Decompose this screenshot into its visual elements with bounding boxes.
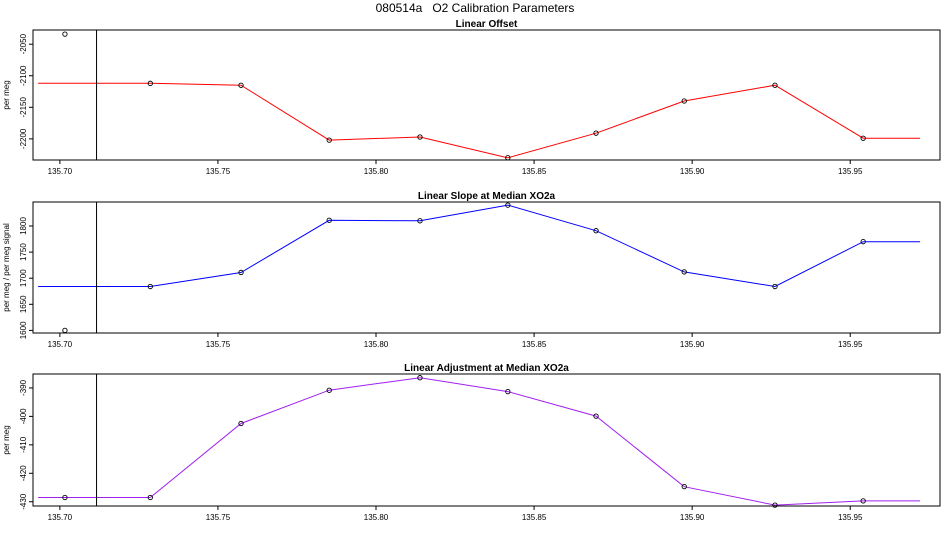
y-tick-label: 1600: [19, 321, 28, 339]
plot-frame: [32, 201, 941, 334]
y-axis-label: per meg: [2, 80, 11, 109]
y-tick-label: -430: [19, 493, 28, 510]
y-tick-label: 1800: [19, 217, 28, 235]
x-tick-label: 135.70: [48, 167, 73, 176]
x-tick-label: 135.80: [364, 513, 389, 522]
data-point: [62, 494, 68, 501]
data-point: [147, 80, 153, 86]
series-line: [38, 204, 921, 288]
x-tick-label: 135.70: [48, 340, 73, 349]
data-point: [681, 484, 687, 490]
data-point: [238, 269, 244, 276]
data-point: [593, 228, 599, 234]
data-point: [62, 31, 68, 37]
data-point: [860, 135, 866, 141]
x-tick-label: 135.95: [838, 340, 863, 349]
plot-frame: [32, 29, 941, 161]
data-point: [505, 388, 511, 395]
series-line: [38, 377, 921, 506]
y-tick-label: 1750: [19, 243, 28, 261]
y-tick-label: -2150: [19, 97, 28, 118]
y-tick-label: -420: [19, 465, 28, 482]
y-tick-label: -410: [19, 436, 28, 453]
data-point: [772, 283, 778, 290]
series-line: [38, 82, 921, 159]
data-point: [417, 375, 423, 381]
data-point: [505, 202, 511, 208]
y-tick-label: 1650: [19, 295, 28, 313]
x-tick-label: 135.90: [680, 513, 705, 522]
data-point: [238, 420, 244, 427]
x-tick-label: 135.70: [48, 513, 73, 522]
y-tick-label: -400: [19, 408, 28, 425]
chart-linear-slope-at-median-xo2a: Linear Slope at Median XO2a per meg / per…: [2, 191, 941, 349]
data-point: [772, 502, 778, 508]
y-tick-label: -390: [19, 379, 28, 396]
chart-title: Linear Offset: [456, 19, 518, 30]
data-point: [326, 137, 332, 143]
x-tick-label: 135.75: [206, 340, 231, 349]
x-tick-label: 135.95: [838, 513, 863, 522]
chart-linear-adjustment-at-median-xo2a: Linear Adjustment at Median XO2a per meg 1…: [2, 363, 941, 522]
figure-title: 080514a O2 Calibration Parameters: [375, 1, 575, 15]
x-tick-label: 135.80: [364, 340, 389, 349]
x-tick-label: 135.75: [206, 167, 231, 176]
x-tick-label: 135.95: [838, 167, 863, 176]
y-tick-label: -2200: [19, 128, 28, 149]
chart-title: Linear Slope at Median XO2a: [418, 191, 556, 202]
data-point: [681, 98, 687, 104]
data-point: [593, 413, 599, 419]
y-axis-label: per meg / per meg signal: [2, 223, 11, 312]
data-point: [593, 130, 599, 136]
x-tick-label: 135.75: [206, 513, 231, 522]
y-tick-label: -2050: [19, 33, 28, 54]
y-axis-label: per meg: [2, 425, 11, 454]
x-tick-label: 135.85: [522, 513, 547, 522]
data-point: [417, 134, 423, 140]
data-point: [417, 218, 423, 224]
data-point: [326, 217, 332, 223]
data-point: [238, 82, 244, 88]
data-point: [860, 239, 866, 245]
x-tick-label: 135.90: [680, 167, 705, 176]
y-tick-label: -2100: [19, 65, 28, 86]
y-tick-label: 1700: [19, 269, 28, 287]
chart-title: Linear Adjustment at Median XO2a: [404, 363, 569, 374]
x-tick-label: 135.90: [680, 340, 705, 349]
data-point: [62, 327, 68, 334]
data-point: [681, 269, 687, 275]
x-tick-label: 135.80: [364, 167, 389, 176]
x-tick-label: 135.85: [522, 340, 547, 349]
data-point: [772, 82, 778, 88]
data-point: [147, 494, 153, 501]
data-point: [147, 283, 153, 290]
data-point: [326, 387, 332, 393]
plot-frame: [32, 373, 941, 507]
x-tick-label: 135.85: [522, 167, 547, 176]
chart-linear-offset: Linear Offset per meg 135.70 135.75 135.80 13…: [2, 19, 941, 176]
data-point: [860, 498, 866, 504]
